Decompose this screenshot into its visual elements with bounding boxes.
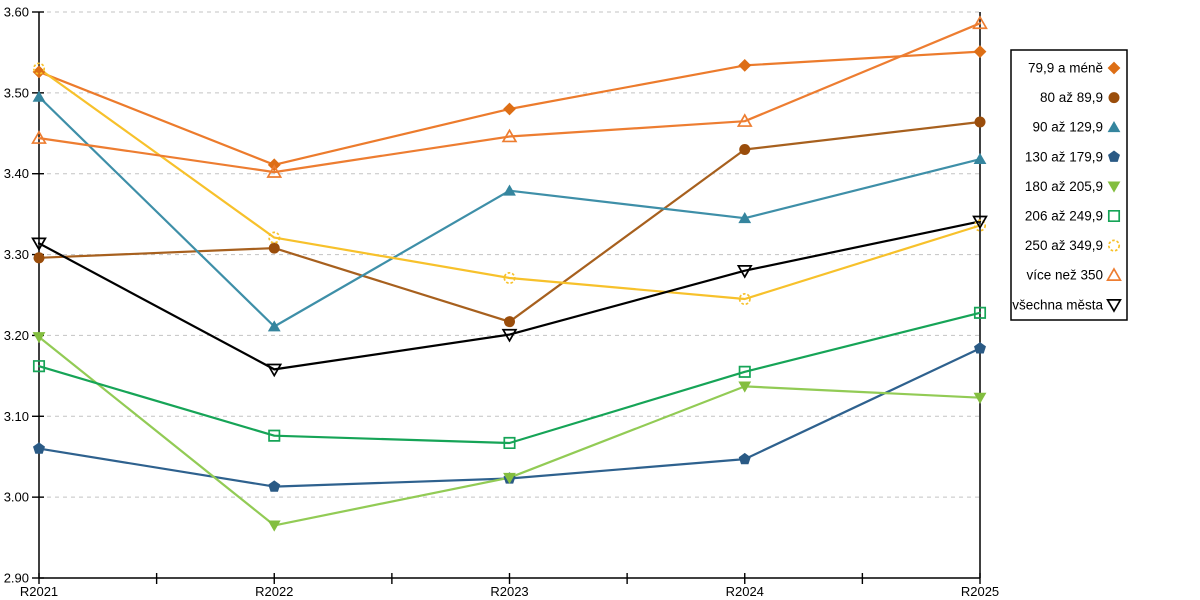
series-6-point-4-marker-circle-dashed [973,219,987,232]
series-1-point-3-marker-circle [739,143,751,155]
series-2-point-3-marker-triangle-up [738,211,752,224]
x-axis-tick-label: R2021 [20,584,58,599]
series-4-point-1-marker-triangle-down [267,520,281,532]
series-1-point-4-marker-circle [974,116,986,128]
series-6-point-2-marker-circle-dashed [503,271,516,285]
series-6-point-0-marker-circle-dashed [32,62,46,75]
series-1-point-1-marker-circle [268,242,280,254]
legend-item-label: 90 až 129,9 [1032,120,1103,135]
legend-item-8-marker-triangle-down [1106,299,1122,313]
series-4-point-4-marker-triangle-down [973,392,987,404]
series-line-6 [37,67,982,301]
series-line-5 [37,311,982,445]
series-3-point-0-marker-pentagon [33,442,45,454]
legend-item-label: 79,9 a méně [1028,61,1103,76]
legend-item-label: 180 až 205,9 [1025,179,1103,194]
x-axis-tick-label: R2025 [961,584,999,599]
legend-item-6-marker-circle-dashed [1107,239,1121,252]
series-5-point-3-marker-square [738,365,751,378]
series-2-point-1-marker-triangle-up [267,320,281,332]
series-1-point-0-marker-circle [33,252,45,264]
series-5-point-1-marker-square [268,429,281,442]
y-axis-tick-label: 3.10 [4,409,29,424]
y-axis-tick-label: 3.40 [4,166,29,181]
series-2-point-0-marker-triangle-up [32,90,46,102]
legend-item-label: všechna města [1012,297,1103,312]
series-5-point-0-marker-square [32,360,46,373]
y-axis-tick-label: 3.00 [4,490,29,505]
series-4-point-3-marker-triangle-down [738,381,752,393]
series-2-point-4-marker-triangle-up [973,152,987,165]
legend-item-4-marker-triangle-down [1107,181,1121,193]
y-axis-tick-label: 3.20 [4,328,29,343]
series-6-point-1-marker-circle-dashed [268,231,281,244]
legend-item-0-marker-diamond [1107,61,1121,75]
legend-item-label: 206 až 249,9 [1025,209,1103,224]
series-0-point-3-marker-diamond [738,58,752,72]
legend-item-3-marker-pentagon [1108,150,1120,162]
legend-item-label: více než 350 [1026,268,1103,283]
series-0-point-0-marker-diamond [32,65,46,79]
series-4-point-2-marker-triangle-down [503,472,516,484]
series-5-point-2-marker-square [503,436,516,450]
x-axis-tick-label: R2022 [255,584,293,599]
series-3-point-4-marker-pentagon [974,342,986,354]
series-7-point-0-marker-triangle-up [31,130,47,144]
legend-item-label: 80 až 89,9 [1040,90,1103,105]
series-8-point-0-marker-triangle-down [31,237,47,252]
series-line-7 [37,22,982,174]
legend-item-5-marker-square [1107,209,1121,223]
legend-box [1010,49,1128,321]
series-3-point-3-marker-pentagon [738,452,751,465]
series-8-point-1-marker-triangle-down [266,363,283,378]
y-axis-tick-label: 3.30 [4,247,29,262]
series-7-point-2-marker-triangle-up [501,128,518,143]
series-4-point-0-marker-triangle-down [32,332,46,344]
series-6-point-3-marker-circle-dashed [738,292,751,306]
series-3-point-1-marker-pentagon [268,480,281,492]
legend-item-label: 250 až 349,9 [1025,238,1103,253]
series-7-point-1-marker-triangle-up [266,164,283,178]
legend-item-label: 130 až 179,9 [1025,149,1103,164]
series-7-point-4-marker-triangle-up [972,15,988,30]
series-2-point-2-marker-triangle-up [503,184,516,196]
series-5-point-4-marker-square [973,306,987,319]
legend-item-2-marker-triangle-up [1107,121,1121,133]
legend-item-1-marker-circle [1108,92,1120,104]
series-7-point-3-marker-triangle-up [736,113,753,127]
x-axis-tick-label: R2023 [490,584,528,599]
series-8-point-2-marker-triangle-down [501,328,518,343]
legend-item-7-marker-triangle-up [1106,267,1122,281]
series-0-point-4-marker-diamond [973,45,987,59]
y-axis-tick-label: 2.90 [4,571,29,586]
y-axis-tick-label: 3.60 [4,5,29,20]
x-axis-tick-label: R2024 [726,584,764,599]
series-1-point-2-marker-circle [504,316,515,328]
y-axis-tick-label: 3.50 [4,85,29,100]
series-8-point-4-marker-triangle-down [972,215,988,230]
series-line-8 [37,220,982,371]
series-0-point-2-marker-diamond [503,102,516,116]
series-8-point-3-marker-triangle-down [736,264,753,279]
